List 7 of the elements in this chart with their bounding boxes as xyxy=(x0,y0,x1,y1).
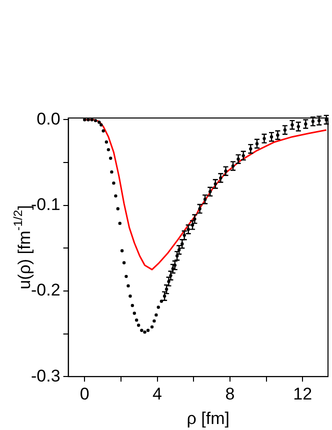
y-tick-label: -0.3 xyxy=(30,366,60,386)
y-tick-label: 0.0 xyxy=(36,109,60,128)
x-tick-label: 8 xyxy=(225,384,235,404)
x-axis-title: ρ [fm] xyxy=(186,409,230,428)
x-tick-label: 0 xyxy=(80,384,90,404)
x-tick-label: 4 xyxy=(152,384,162,404)
x-tick-label: 12 xyxy=(293,384,312,404)
